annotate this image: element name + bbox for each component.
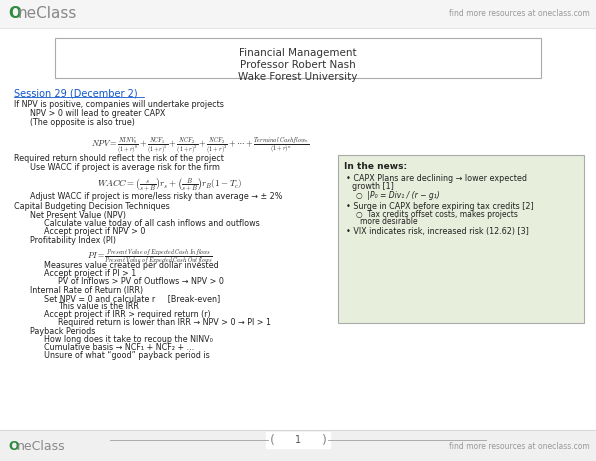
Text: $WACC = \left(\frac{s}{s+B}\right)r_s + \left(\frac{B}{s+B}\right)r_B(1-T_c)$: $WACC = \left(\frac{s}{s+B}\right)r_s + …	[97, 177, 243, 195]
Text: Accept project if NPV > 0: Accept project if NPV > 0	[44, 227, 145, 236]
Text: Unsure of what “good” payback period is: Unsure of what “good” payback period is	[44, 351, 210, 360]
Text: neClass: neClass	[17, 439, 66, 453]
Text: find more resources at oneclass.com: find more resources at oneclass.com	[449, 442, 590, 450]
Text: Calculate value today of all cash inflows and outflows: Calculate value today of all cash inflow…	[44, 219, 260, 228]
Text: (: (	[269, 433, 274, 447]
Text: $PI = \frac{\mathit{Present\ Value\ of\ Expected\ Cash\ Inflows}}{\mathit{Presen: $PI = \frac{\mathit{Present\ Value\ of\ …	[87, 247, 213, 266]
Text: find more resources at oneclass.com: find more resources at oneclass.com	[449, 10, 590, 18]
Text: Payback Periods: Payback Periods	[30, 327, 95, 336]
Text: Use WACC if project is average risk for the firm: Use WACC if project is average risk for …	[30, 163, 220, 172]
Text: growth [1]: growth [1]	[352, 182, 394, 191]
Text: ○  Tax credits offset costs, makes projects: ○ Tax credits offset costs, makes projec…	[356, 210, 518, 219]
Text: Required return should reflect the risk of the project: Required return should reflect the risk …	[14, 154, 224, 163]
Text: In the news:: In the news:	[344, 162, 407, 171]
Text: ): )	[322, 433, 327, 447]
Text: Measures value created per dollar invested: Measures value created per dollar invest…	[44, 261, 219, 270]
Text: Accept project if PI > 1: Accept project if PI > 1	[44, 269, 136, 278]
Bar	[0, 430, 596, 461]
Text: Adjust WACC if project is more/less risky than average → ± 2%: Adjust WACC if project is more/less risk…	[30, 192, 283, 201]
FancyBboxPatch shape	[55, 38, 541, 78]
Text: How long does it take to recoup the NINV₀: How long does it take to recoup the NINV…	[44, 335, 213, 344]
Text: • Surge in CAPX before expiring tax credits [2]: • Surge in CAPX before expiring tax cred…	[346, 202, 534, 211]
Bar	[266, 432, 330, 448]
Text: Capital Budgeting Decision Techniques: Capital Budgeting Decision Techniques	[14, 202, 170, 211]
Text: O: O	[8, 439, 18, 453]
Text: neClass: neClass	[18, 6, 77, 22]
Text: 1: 1	[295, 435, 301, 445]
Text: If NPV is positive, companies will undertake projects: If NPV is positive, companies will under…	[14, 100, 224, 109]
Text: Profitability Index (PI): Profitability Index (PI)	[30, 236, 116, 245]
Text: This value is the IRR: This value is the IRR	[58, 302, 139, 311]
FancyBboxPatch shape	[338, 155, 584, 323]
Text: O: O	[8, 6, 21, 22]
Text: $NPV = \frac{NINV_0}{(1+r)^0} + \frac{NCF_1}{(1+r)^1} + \frac{NCF_2}{(1+r)^2} + : $NPV = \frac{NINV_0}{(1+r)^0} + \frac{NC…	[91, 135, 309, 156]
Text: Required return is lower than IRR → NPV > 0 → PI > 1: Required return is lower than IRR → NPV …	[58, 318, 271, 327]
Text: • VIX indicates risk, increased risk (12.62) [3]: • VIX indicates risk, increased risk (12…	[346, 227, 529, 236]
Bar	[0, 0, 596, 28]
Text: Accept project if IRR > required return (r): Accept project if IRR > required return …	[44, 310, 210, 319]
Text: (The opposite is also true): (The opposite is also true)	[30, 118, 135, 127]
Text: Wake Forest University: Wake Forest University	[238, 72, 358, 82]
Text: Financial Management: Financial Management	[239, 48, 357, 58]
Text: Cumulative basis → NCF₁ + NCF₂ + ...: Cumulative basis → NCF₁ + NCF₂ + ...	[44, 343, 194, 352]
Text: Session 29 (December 2): Session 29 (December 2)	[14, 88, 138, 98]
Text: Professor Robert Nash: Professor Robert Nash	[240, 60, 356, 70]
Text: PV of Inflows > PV of Outflows → NPV > 0: PV of Inflows > PV of Outflows → NPV > 0	[58, 277, 224, 286]
Text: more desirable: more desirable	[360, 217, 418, 226]
Text: ○  |P₀ = Div₁ / (r − g₁): ○ |P₀ = Div₁ / (r − g₁)	[356, 191, 440, 200]
Text: • CAPX Plans are declining → lower expected: • CAPX Plans are declining → lower expec…	[346, 174, 527, 183]
Text: NPV > 0 will lead to greater CAPX: NPV > 0 will lead to greater CAPX	[30, 109, 165, 118]
Text: Set NPV = 0 and calculate r     [Break-even]: Set NPV = 0 and calculate r [Break-even]	[44, 294, 221, 303]
Text: Net Present Value (NPV): Net Present Value (NPV)	[30, 211, 126, 220]
Text: Internal Rate of Return (IRR): Internal Rate of Return (IRR)	[30, 286, 143, 295]
